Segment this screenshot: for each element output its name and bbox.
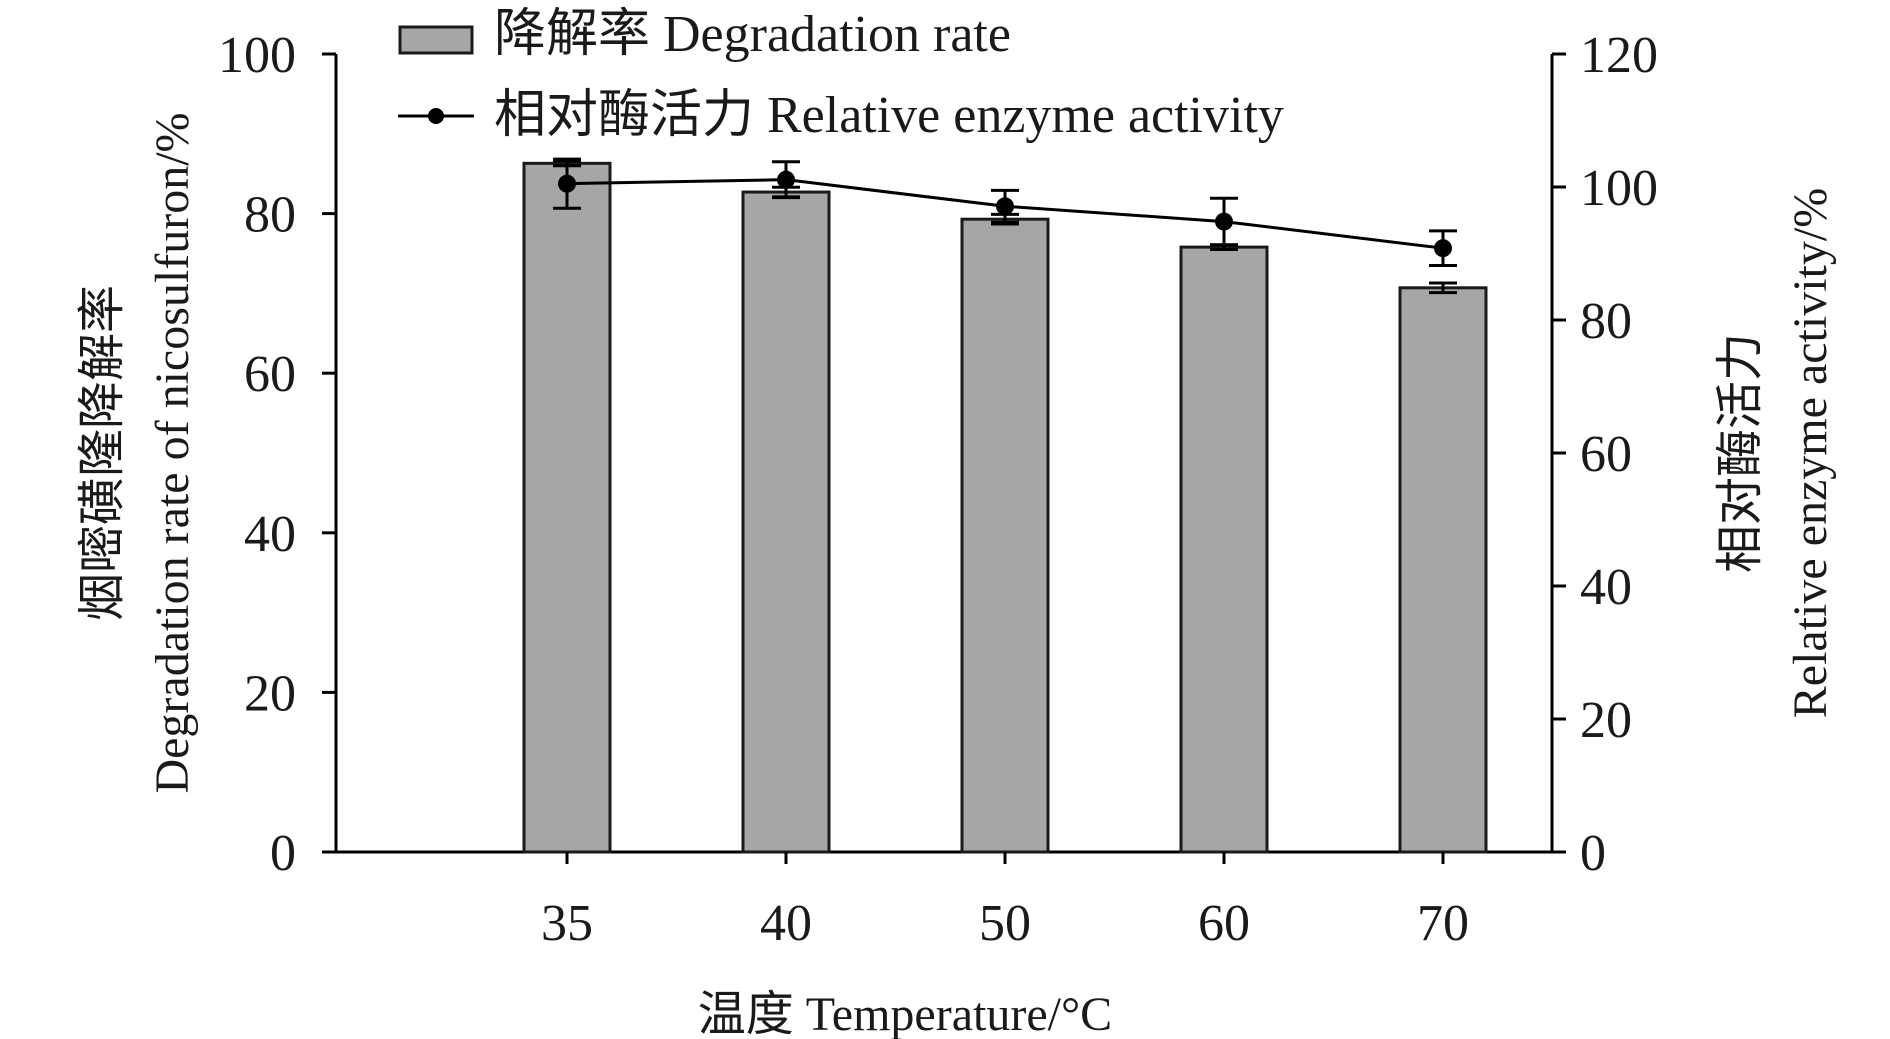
legend: 降解率 Degradation rate 相对酶活力 Relative enzy… bbox=[398, 6, 1284, 144]
x-tick-label: 70 bbox=[1417, 895, 1469, 952]
y-left-tick-label: 0 bbox=[270, 825, 296, 882]
legend-line-marker bbox=[428, 108, 444, 124]
x-tick-label: 60 bbox=[1198, 895, 1250, 952]
x-tick-label: 35 bbox=[541, 895, 593, 952]
right-ticks: 0 20 40 60 80 100 120 bbox=[1552, 27, 1658, 882]
line-point bbox=[558, 174, 576, 193]
axes bbox=[334, 54, 1554, 854]
bar bbox=[960, 217, 1050, 854]
bar bbox=[741, 190, 831, 854]
y-left-tick-label: 100 bbox=[218, 27, 296, 84]
bar bbox=[1398, 286, 1488, 854]
line-point bbox=[1215, 212, 1233, 231]
line-point bbox=[777, 170, 795, 189]
line-point bbox=[996, 197, 1014, 216]
y-left-tick-label: 80 bbox=[244, 187, 296, 244]
y-axis-left-title: 烟嘧磺隆降解率 Degradation rate of nicosulfuron… bbox=[76, 112, 199, 793]
x-tick-label: 40 bbox=[760, 895, 812, 952]
y-right-tick-label: 120 bbox=[1580, 27, 1658, 84]
y-right-tick-label: 100 bbox=[1580, 160, 1658, 217]
y-right-tick-label: 60 bbox=[1580, 426, 1632, 483]
left-ticks: 0 20 40 60 80 100 bbox=[218, 27, 336, 882]
legend-bar-swatch bbox=[398, 25, 474, 55]
y-axis-left-title-cn: 烟嘧磺隆降解率 bbox=[76, 285, 129, 621]
legend-line-label: 相对酶活力 Relative enzyme activity bbox=[494, 87, 1284, 144]
bar bbox=[1179, 245, 1269, 854]
bars bbox=[522, 159, 1488, 854]
x-ticks: 35 40 50 60 70 bbox=[541, 852, 1469, 952]
y-right-tick-label: 0 bbox=[1580, 825, 1606, 882]
y-left-tick-label: 20 bbox=[244, 665, 296, 722]
line-series bbox=[553, 157, 1457, 267]
y-axis-right-title-en: Relative enzyme activity/% bbox=[1784, 188, 1837, 718]
y-axis-right-title-cn: 相对酶活力 bbox=[1714, 333, 1767, 573]
y-axis-left-title-en: Degradation rate of nicosulfuron/% bbox=[146, 112, 199, 793]
y-right-tick-label: 80 bbox=[1580, 293, 1632, 350]
y-left-tick-label: 60 bbox=[244, 346, 296, 403]
legend-bar-label: 降解率 Degradation rate bbox=[494, 6, 1011, 63]
x-tick-label: 50 bbox=[979, 895, 1031, 952]
line-point bbox=[1434, 239, 1452, 258]
y-right-tick-label: 20 bbox=[1580, 692, 1632, 749]
y-right-tick-label: 40 bbox=[1580, 559, 1632, 616]
y-left-tick-label: 40 bbox=[244, 506, 296, 563]
y-axis-right-title: 相对酶活力 Relative enzyme activity/% bbox=[1714, 188, 1837, 718]
bar bbox=[522, 161, 612, 854]
x-axis-title: 温度 Temperature/°C bbox=[698, 988, 1112, 1039]
